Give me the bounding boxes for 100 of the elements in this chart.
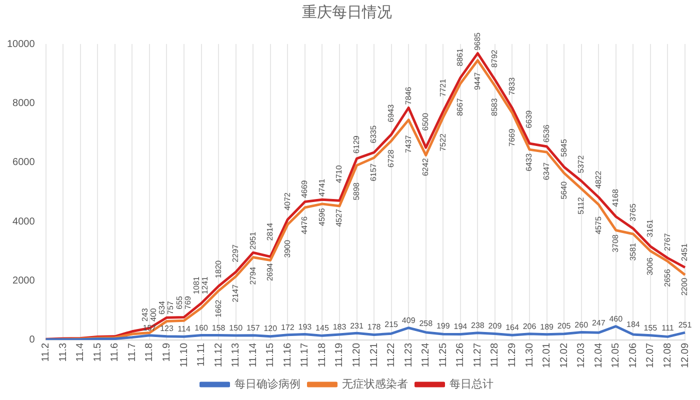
data-label: 4072	[282, 192, 292, 210]
data-label: 7721	[438, 78, 448, 97]
data-label: 6242	[421, 158, 430, 176]
data-label: 205	[557, 322, 572, 331]
y-tick-label: 8000	[12, 98, 36, 109]
data-label: 8667	[456, 98, 465, 116]
data-label: 123	[160, 324, 174, 334]
x-tick-label: 11.3	[58, 342, 69, 362]
data-label: 6335	[369, 124, 378, 144]
x-tick-label: 11.23	[403, 342, 414, 368]
data-label: 1820	[214, 260, 223, 278]
data-label: 2147	[231, 284, 240, 302]
data-label: 178	[367, 322, 382, 332]
data-label: 9685	[472, 32, 482, 50]
data-label: 184	[626, 320, 640, 329]
x-tick-label: 11.16	[282, 342, 294, 368]
data-label: 6157	[369, 162, 378, 182]
data-label: 769	[183, 295, 192, 310]
data-label: 172	[280, 322, 295, 332]
data-label: 2767	[662, 232, 672, 252]
x-tick-label: 12.05	[610, 342, 622, 368]
data-label: 6536	[542, 124, 551, 142]
legend-label: 每日确诊病例	[234, 378, 300, 391]
data-label: 2814	[266, 222, 275, 241]
data-label: 4596	[317, 208, 326, 226]
x-tick-label: 12.01	[542, 342, 553, 368]
data-label: 114	[178, 324, 191, 334]
data-label: 8792	[490, 49, 500, 68]
y-tick-label: 6000	[12, 157, 36, 168]
x-tick-label: 12.02	[558, 342, 570, 368]
data-label: 7522	[438, 132, 448, 152]
data-label: 111	[662, 323, 674, 332]
data-label: 160	[194, 323, 209, 332]
data-label: 209	[488, 322, 502, 331]
x-tick-label: 11.22	[386, 342, 398, 368]
data-label: 3900	[282, 239, 292, 258]
data-label: 2694	[266, 262, 275, 282]
y-tick-label: 0	[29, 334, 36, 346]
x-tick-label: 11.26	[455, 342, 466, 368]
data-label: 120	[264, 324, 278, 334]
data-label: 157	[142, 324, 157, 333]
data-label: 757	[166, 300, 176, 314]
data-label: 4741	[317, 178, 326, 197]
data-label: 260	[574, 320, 589, 330]
x-tick-label: 11.11	[196, 342, 208, 367]
y-tick-label: 4000	[12, 216, 36, 228]
x-tick-label: 11.30	[524, 342, 536, 368]
x-tick-label: 11.14	[248, 342, 259, 368]
data-label: 5898	[352, 182, 361, 200]
data-label: 460	[609, 314, 624, 324]
data-label: 7437	[404, 134, 413, 153]
data-label: 634	[158, 300, 167, 314]
x-tick-label: 11.2	[40, 342, 52, 362]
data-label: 243	[140, 308, 150, 322]
data-label: 231	[350, 321, 364, 330]
x-tick-label: 11.6	[110, 342, 121, 362]
data-label: 2656	[662, 268, 672, 287]
data-label: 164	[506, 322, 520, 332]
data-label: 5640	[559, 180, 568, 200]
data-label: 1241	[200, 276, 210, 294]
x-tick-label: 11.8	[144, 342, 156, 362]
data-label: 5112	[576, 196, 586, 214]
x-tick-label: 11.10	[178, 342, 190, 368]
data-label: 199	[436, 322, 450, 331]
data-label: 6129	[352, 135, 361, 154]
data-label: 206	[522, 322, 537, 332]
data-label: 6500	[421, 112, 430, 131]
data-label: 6943	[386, 104, 396, 122]
data-label: 193	[298, 322, 312, 332]
data-label: 6347	[542, 162, 551, 180]
data-label: 9447	[472, 72, 482, 90]
data-label: 4822	[594, 170, 603, 189]
data-label: 258	[419, 318, 434, 328]
data-label: 251	[678, 320, 692, 330]
data-label: 4575	[594, 216, 603, 234]
data-label: 8861	[456, 48, 465, 66]
x-tick-label: 12.08	[662, 342, 674, 368]
data-label: 247	[592, 318, 606, 328]
x-tick-label: 12.06	[628, 342, 639, 368]
data-label: 183	[332, 322, 347, 332]
data-label: 655	[174, 295, 184, 310]
chart-title: 重庆每日情况	[302, 4, 392, 22]
x-tick-label: 11.13	[230, 342, 242, 368]
data-label: 4710	[334, 164, 344, 183]
x-tick-label: 11.17	[300, 342, 311, 368]
x-tick-label: 11.15	[265, 342, 276, 368]
data-label: 238	[471, 321, 485, 330]
data-label: 409	[402, 316, 416, 326]
data-label: 215	[384, 320, 399, 329]
x-tick-label: 11.5	[92, 342, 104, 362]
data-label: 4476	[300, 216, 310, 234]
x-tick-label: 11.24	[420, 342, 432, 368]
data-label: 158	[212, 323, 226, 332]
data-label: 7833	[507, 76, 516, 96]
x-tick-label: 11.12	[213, 342, 224, 368]
x-tick-label: 12.07	[645, 342, 656, 368]
data-label: 5845	[559, 138, 568, 157]
data-label: 8583	[490, 98, 500, 116]
data-label: 6728	[386, 149, 396, 168]
data-label: 1081	[192, 276, 202, 294]
